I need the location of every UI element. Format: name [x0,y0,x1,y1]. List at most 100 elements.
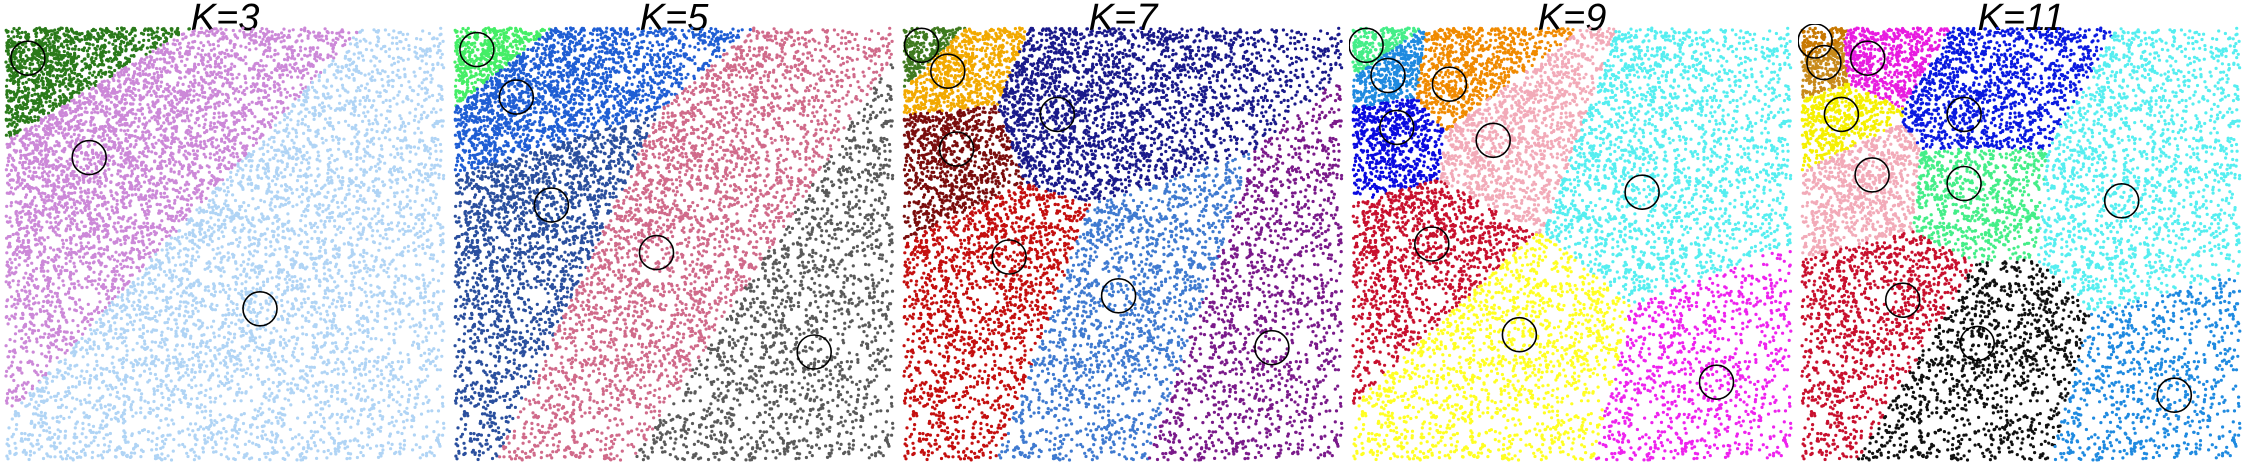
data-point [107,41,111,45]
data-point [143,58,147,62]
data-point [65,348,69,353]
data-point [119,128,123,132]
data-point [265,27,269,31]
data-point [72,272,76,276]
data-point [130,187,134,191]
data-point [144,52,148,56]
data-point [6,181,10,185]
data-point [437,176,441,180]
data-point [134,142,138,147]
data-point [103,278,107,282]
data-point [171,187,175,191]
data-point [189,137,193,141]
data-point [124,258,128,262]
data-point [132,54,136,58]
data-point [46,286,50,291]
data-point [109,95,113,99]
data-point [401,190,405,194]
data-point [61,164,65,168]
data-point [140,112,144,116]
data-point [302,131,306,135]
data-point [304,67,308,71]
data-point [112,258,116,262]
data-point [84,62,88,66]
data-point [116,286,120,290]
data-point [41,82,45,87]
data-point [107,167,111,171]
data-point [299,49,303,53]
data-point [27,212,31,216]
data-point [129,42,133,46]
data-point [68,296,72,300]
data-point [20,70,24,74]
data-point [34,170,38,174]
data-point [175,83,180,87]
data-point [115,210,120,214]
data-point [53,339,58,343]
data-point [81,136,86,140]
data-point [47,174,51,178]
data-point [153,151,157,155]
data-point [32,196,37,200]
data-point [92,130,97,135]
data-point [91,86,95,90]
data-point [62,40,67,44]
data-point [14,386,18,391]
data-point [148,181,152,185]
data-point [134,93,138,98]
data-point [6,51,10,56]
data-point [241,108,245,112]
data-point [290,109,294,113]
data-point [91,261,95,265]
data-point [206,345,210,349]
data-point [124,191,129,195]
data-point [39,194,43,199]
data-point [241,106,245,110]
data-point [80,59,84,63]
data-point [35,134,40,138]
data-point [10,390,14,394]
data-point [163,29,168,33]
data-point [41,208,46,212]
data-point [340,35,344,39]
data-point [68,259,72,263]
data-point [101,127,105,131]
data-point [62,330,66,334]
data-point [81,176,85,180]
data-point [31,362,35,366]
data-point [189,196,193,200]
data-point [64,390,68,394]
data-point [110,205,114,209]
data-point [17,368,21,372]
data-point [137,116,141,121]
data-point [38,253,43,257]
data-point [335,31,339,35]
data-point [161,149,165,153]
data-point [190,126,194,130]
data-point [120,97,124,101]
data-point [89,226,93,230]
data-point [8,273,12,277]
data-point [66,132,70,136]
data-point [131,260,135,264]
data-point [92,123,96,127]
data-point [116,85,121,89]
data-point [35,312,39,316]
data-point [131,156,135,160]
data-point [204,196,208,200]
data-point [69,96,73,100]
data-point [30,69,34,73]
data-point [244,147,248,151]
data-point [343,419,347,424]
data-point [282,34,286,38]
data-point [286,47,290,51]
data-point [145,93,149,97]
data-point [26,204,30,209]
data-point [37,166,41,170]
data-point [8,349,12,354]
data-point [126,256,130,260]
data-point [97,153,101,157]
data-point [87,233,91,237]
data-point [26,256,30,261]
data-point [261,37,265,41]
